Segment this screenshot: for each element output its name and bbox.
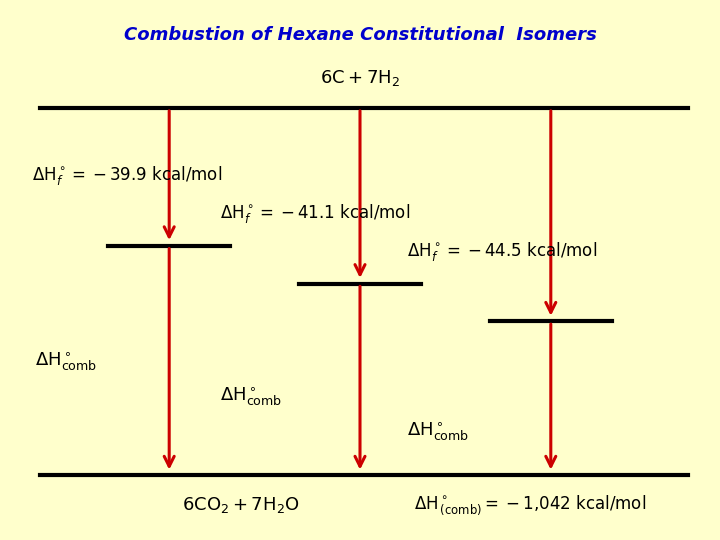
Text: $\Delta\mathrm{H}_{\mathrm{comb}}^\circ$: $\Delta\mathrm{H}_{\mathrm{comb}}^\circ$: [407, 421, 469, 443]
Text: $\Delta\mathrm{H}_f^\circ = -39.9\ \mathrm{kcal/mol}$: $\Delta\mathrm{H}_f^\circ = -39.9\ \math…: [32, 164, 222, 187]
Text: $\Delta\mathrm{H}_{\mathrm{comb}}^\circ$: $\Delta\mathrm{H}_{\mathrm{comb}}^\circ$: [220, 386, 282, 408]
Text: $\Delta\mathrm{H}_{\mathrm{comb}}^\circ$: $\Delta\mathrm{H}_{\mathrm{comb}}^\circ$: [35, 350, 96, 373]
Text: $\Delta\mathrm{H}^\circ_{\,\mathrm{(comb)}} = -1{,}042\ \mathrm{kcal/mol}$: $\Delta\mathrm{H}^\circ_{\,\mathrm{(comb…: [414, 493, 647, 517]
Text: Combustion of Hexane Constitutional  Isomers: Combustion of Hexane Constitutional Isom…: [124, 26, 596, 44]
Text: $6\mathrm{C} + 7\mathrm{H}_2$: $6\mathrm{C} + 7\mathrm{H}_2$: [320, 68, 400, 89]
Text: $6\mathrm{CO}_2 + 7\mathrm{H}_2\mathrm{O}$: $6\mathrm{CO}_2 + 7\mathrm{H}_2\mathrm{O…: [182, 495, 300, 515]
Text: $\Delta\mathrm{H}_f^\circ = -44.5\ \mathrm{kcal/mol}$: $\Delta\mathrm{H}_f^\circ = -44.5\ \math…: [407, 240, 597, 262]
Text: $\Delta\mathrm{H}_f^\circ = -41.1\ \mathrm{kcal/mol}$: $\Delta\mathrm{H}_f^\circ = -41.1\ \math…: [220, 202, 410, 225]
